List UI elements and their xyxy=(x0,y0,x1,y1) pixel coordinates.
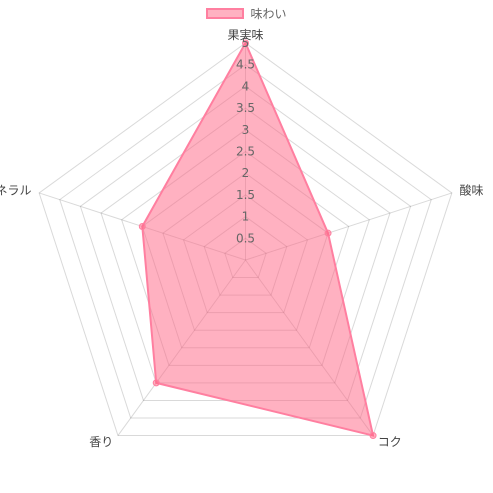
axis-label: コク xyxy=(378,435,402,449)
data-point[interactable] xyxy=(242,39,249,47)
legend-swatch xyxy=(206,8,245,19)
tick-label: 2.5 xyxy=(236,145,255,159)
tick-label: 0.5 xyxy=(236,231,255,245)
tick-label: 1.5 xyxy=(236,188,255,202)
tick-label: 2 xyxy=(242,166,250,180)
data-point[interactable] xyxy=(324,229,332,237)
tick-label: 1 xyxy=(242,210,250,224)
axis-label: 果実味 xyxy=(227,27,263,42)
data-point[interactable] xyxy=(369,432,377,440)
data-series xyxy=(138,39,377,440)
tick-label: 5 xyxy=(242,36,250,50)
tick-label: 4 xyxy=(242,79,250,93)
axis-label: 酸味 xyxy=(459,182,483,197)
data-point[interactable] xyxy=(152,379,160,387)
legend-label: 味わい xyxy=(250,7,287,21)
tick-label: 3 xyxy=(242,123,250,137)
axis-label: 香り xyxy=(89,435,113,449)
chart-legend[interactable]: 味わい xyxy=(0,5,493,22)
series-area xyxy=(141,40,375,437)
tick-label: 3.5 xyxy=(236,101,255,115)
tick-label: 4.5 xyxy=(236,58,255,72)
tick-labels: 0.5 1 1.5 2 2.5 3 3.5 4 4.5 5 xyxy=(236,36,255,245)
axis-label: ミネラル xyxy=(0,183,32,197)
data-point[interactable] xyxy=(138,222,146,230)
grid-ring xyxy=(59,64,432,419)
grid-ring xyxy=(38,42,453,437)
